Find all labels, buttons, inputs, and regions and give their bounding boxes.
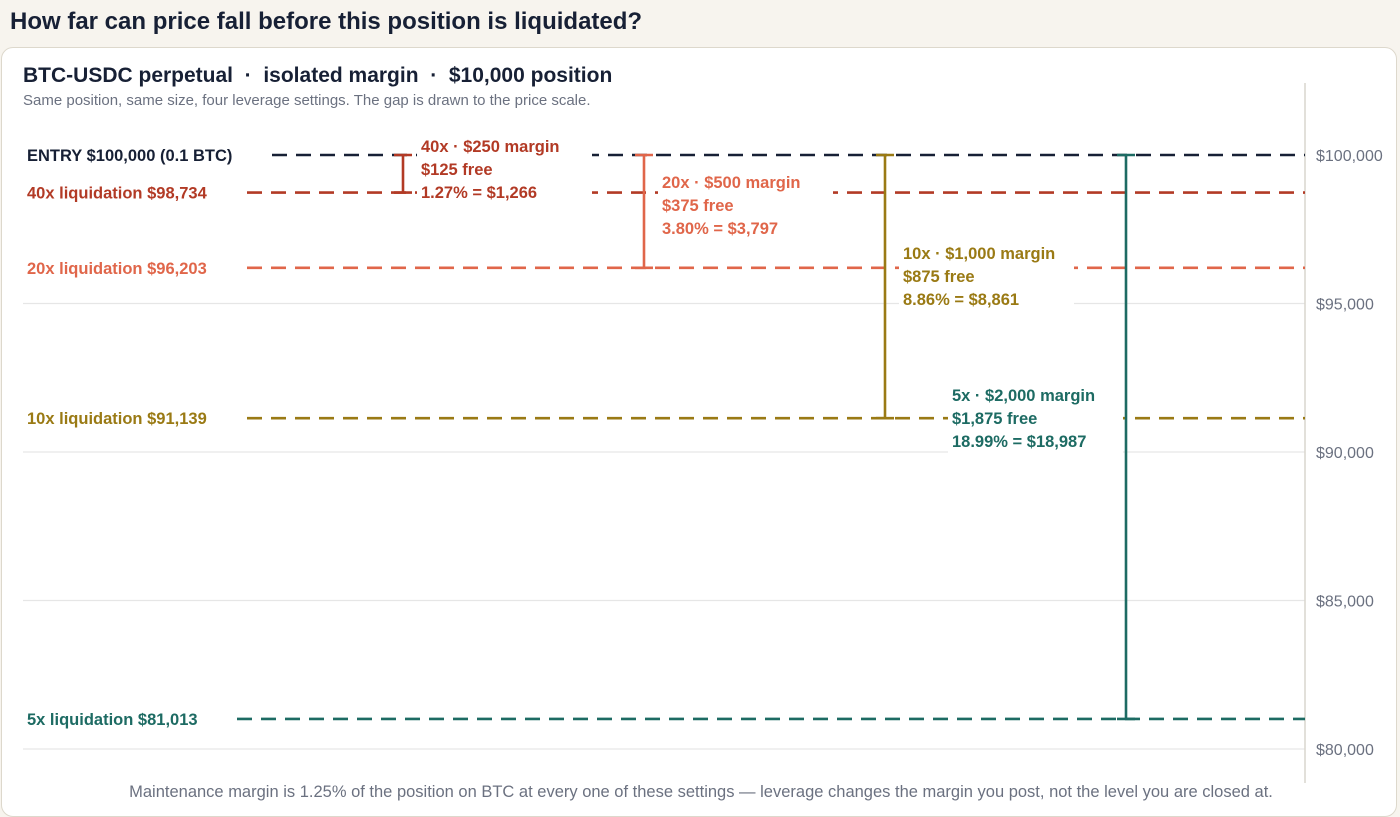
annotation-10x-line-0: 10x · $1,000 margin xyxy=(903,245,1055,263)
annotation-5x-line-2: 18.99% = $18,987 xyxy=(952,433,1086,451)
annotation-5x-line-0: 5x · $2,000 margin xyxy=(952,387,1095,405)
annotation-10x-line-1: $875 free xyxy=(903,268,975,286)
annotation-40x-line-0: 40x · $250 margin xyxy=(421,138,560,156)
chart-subtitle: Same position, same size, four leverage … xyxy=(23,92,591,109)
annotation-40x-line-1: $125 free xyxy=(421,161,493,179)
annotation-bg-10x xyxy=(899,243,1074,313)
liquidation-label-10x: 10x liquidation $91,139 xyxy=(27,410,207,428)
annotation-10x-line-2: 8.86% = $8,861 xyxy=(903,291,1019,309)
y-tick-label-4: $80,000 xyxy=(1316,742,1374,759)
annotation-5x-line-1: $1,875 free xyxy=(952,410,1037,428)
annotation-20x-line-2: 3.80% = $3,797 xyxy=(662,220,778,238)
y-tick-label-0: $100,000 xyxy=(1316,148,1383,165)
chart-title: BTC-USDC perpetual · isolated margin · $… xyxy=(23,64,612,87)
liquidation-chart: BTC-USDC perpetual · isolated margin · $… xyxy=(23,64,1383,801)
plot-area: $100,000 $95,000 $90,000 $85,000 $80,000 ENTR… xyxy=(23,83,1383,783)
annotation-20x-line-0: 20x · $500 margin xyxy=(662,174,801,192)
liquidation-label-5x: 5x liquidation $81,013 xyxy=(27,711,198,729)
entry-label: ENTRY $100,000 (0.1 BTC) xyxy=(27,147,232,165)
liquidation-label-20x: 20x liquidation $96,203 xyxy=(27,260,207,278)
annotation-20x-line-1: $375 free xyxy=(662,197,734,215)
page-title: How far can price fall before this posit… xyxy=(10,8,643,35)
annotation-bg-40x xyxy=(417,136,592,206)
annotation-40x-line-2: 1.27% = $1,266 xyxy=(421,184,537,202)
annotation-bg-5x xyxy=(948,385,1123,455)
y-tick-label-2: $90,000 xyxy=(1316,445,1374,462)
liquidation-label-40x: 40x liquidation $98,734 xyxy=(27,185,208,203)
chart-footnote: Maintenance margin is 1.25% of the posit… xyxy=(129,783,1273,801)
chart-card: BTC-USDC perpetual · isolated margin · $… xyxy=(1,47,1397,817)
y-tick-label-3: $85,000 xyxy=(1316,594,1374,611)
y-tick-label-1: $95,000 xyxy=(1316,297,1374,314)
annotation-bg-20x xyxy=(658,172,833,242)
